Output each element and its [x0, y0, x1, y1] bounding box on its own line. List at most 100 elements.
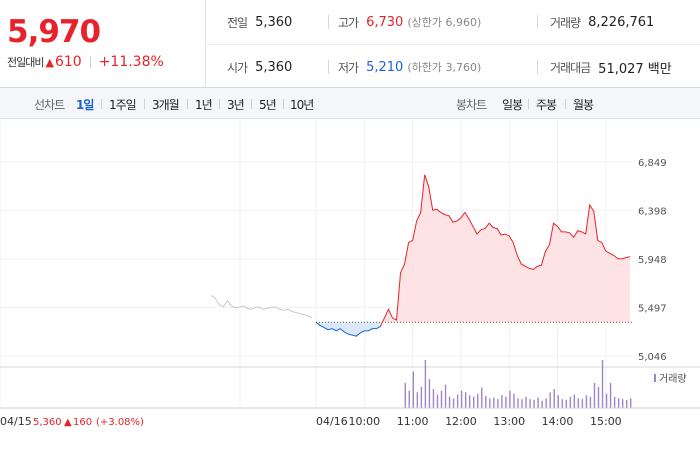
quote-panel: 5,970 전일대비 ▲ 610 +11.38% 전일 5,360 고가 6,7…	[0, 0, 700, 88]
change-value: 610	[54, 54, 82, 70]
lower-limit: (하한가 3,760)	[407, 61, 482, 74]
volume-legend-swatch	[654, 374, 656, 382]
volume-bar	[436, 394, 439, 408]
volume-bar	[456, 394, 459, 408]
tab-1year[interactable]: 1년	[195, 98, 213, 112]
tab-divider	[251, 99, 252, 109]
prev-close-label: 전일	[227, 15, 248, 30]
time-tick-label: 04/16	[316, 415, 348, 428]
tab-monthly-candle[interactable]: 월봉	[573, 98, 594, 112]
y-tick-label: 6,849	[638, 158, 667, 169]
open-value: 5,360	[255, 59, 293, 75]
prev-day-line	[211, 294, 313, 319]
up-area-fill	[380, 174, 630, 327]
tab-daily-candle[interactable]: 일봉	[502, 98, 523, 112]
prev-day-close: 5,360	[33, 417, 62, 428]
tab-3month[interactable]: 3개월	[152, 98, 180, 112]
change-percent: +11.38%	[98, 54, 164, 70]
stats-grid: 전일 5,360 고가 6,730 (상한가 6,960) 거래량 8,226,…	[207, 0, 700, 88]
volume-bar	[549, 392, 551, 408]
volume-bar	[521, 399, 523, 408]
open-cell: 시가 5,360	[227, 45, 292, 89]
stats-col-divider	[537, 15, 538, 29]
prev-day-date: 04/15	[0, 415, 32, 428]
price-chart[interactable]: 6,849 6,398 5,948 5,497 5,046 거래량 04/16 10:00 11…	[0, 120, 700, 450]
stats-col-divider	[328, 60, 329, 74]
prev-day-change-pct: (+3.08%)	[96, 417, 144, 428]
time-tick-label: 11:00	[397, 415, 429, 428]
tab-divider	[528, 99, 529, 109]
volume-bar	[537, 397, 539, 408]
trade-value-value: 51,027 백만	[598, 61, 672, 77]
volume-bar	[468, 395, 471, 408]
volume-bar	[444, 384, 447, 408]
volume-bar	[404, 383, 406, 408]
volume-bar	[460, 390, 463, 408]
line-chart-label: 선차트	[34, 98, 65, 112]
volume-bar	[416, 392, 419, 408]
tab-divider	[565, 99, 566, 109]
volume-bar	[597, 386, 600, 408]
candle-chart-label: 봉차트	[456, 98, 487, 112]
change-divider	[89, 56, 91, 68]
prev-close-cell: 전일 5,360	[227, 0, 292, 44]
y-tick-label: 5,497	[638, 303, 667, 314]
low-label: 저가	[338, 60, 359, 75]
stats-col-divider	[537, 60, 538, 74]
volume-bar	[493, 397, 495, 408]
tab-1week[interactable]: 1주일	[109, 98, 137, 112]
tab-10year[interactable]: 10년	[290, 98, 314, 112]
volume-bar	[625, 399, 628, 408]
prev-day-change: 160	[73, 417, 92, 428]
time-tick-label: 10:00	[348, 415, 380, 428]
price-line-up	[379, 174, 631, 327]
high-value: 6,730	[366, 14, 404, 30]
time-tick-label: 14:00	[542, 415, 574, 428]
time-tick-label: 15:00	[590, 415, 622, 428]
volume-bar	[408, 390, 410, 408]
volume-bar	[529, 399, 531, 408]
low-value: 5,210	[366, 59, 404, 75]
volume-bar	[505, 396, 507, 408]
time-tick-label: 13:00	[493, 415, 525, 428]
volume-legend-label: 거래량	[659, 373, 687, 385]
chart-period-tabs: 선차트 1일 1주일 3개월 1년 3년 5년 10년 봉차트 일봉 주봉 월봉	[0, 88, 700, 119]
volume-bar	[557, 395, 559, 408]
volume-bar	[525, 396, 527, 408]
high-label: 고가	[338, 15, 359, 30]
volume-bar	[593, 383, 596, 408]
volume-bar	[533, 399, 535, 408]
volume-bar	[501, 395, 503, 408]
volume-bar	[577, 398, 580, 408]
volume-bar	[565, 399, 567, 408]
volume-bar	[585, 395, 588, 408]
volume-bar	[452, 398, 455, 408]
volume-bar	[613, 396, 616, 408]
change-row: 전일대비 ▲ 610 +11.38%	[7, 54, 164, 70]
stats-divider	[207, 44, 700, 45]
volume-bar	[561, 399, 563, 408]
time-tick-label: 12:00	[445, 415, 477, 428]
tab-divider	[219, 99, 220, 109]
volume-bar	[601, 360, 604, 408]
down-area-fill	[316, 322, 381, 337]
volume-bar	[609, 383, 612, 408]
tab-5year[interactable]: 5년	[259, 98, 277, 112]
volume-bar	[464, 392, 467, 408]
stats-col-divider	[328, 15, 329, 29]
volume-bar	[432, 389, 435, 408]
volume-bar	[440, 390, 443, 408]
tab-3year[interactable]: 3년	[227, 98, 245, 112]
tab-1day[interactable]: 1일	[76, 98, 94, 112]
tab-weekly-candle[interactable]: 주봉	[536, 98, 557, 112]
volume-bar	[420, 386, 423, 408]
volume-bar	[473, 396, 475, 408]
volume-bar	[617, 398, 620, 408]
up-triangle-icon: ▲	[45, 55, 54, 69]
volume-bar	[428, 379, 431, 408]
volume-bar	[573, 394, 576, 408]
open-label: 시가	[227, 60, 248, 75]
trade-value-label: 거래대금	[550, 60, 591, 75]
volume-bar	[605, 393, 608, 408]
volume-bar	[497, 399, 499, 408]
